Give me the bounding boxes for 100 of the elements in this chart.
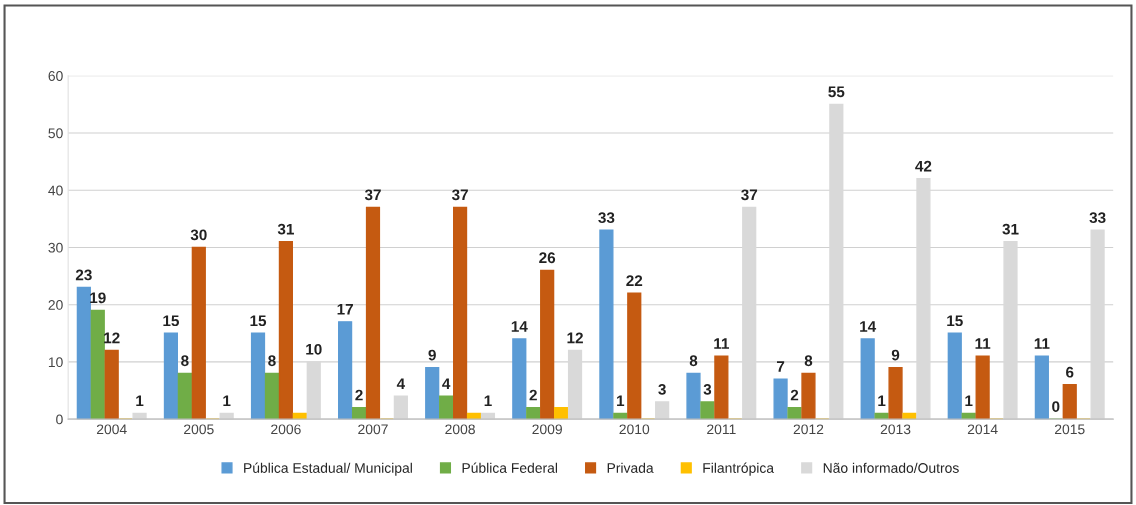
bar [540, 269, 555, 420]
data-label: 1 [223, 395, 231, 407]
y-tick-label: 0 [56, 414, 63, 425]
bar [393, 395, 408, 420]
bar [338, 321, 353, 420]
data-label: 17 [337, 304, 353, 315]
bar [191, 246, 206, 420]
data-label: 3 [703, 383, 712, 395]
data-label: 8 [804, 355, 813, 367]
bar [787, 407, 802, 420]
data-label: 9 [428, 349, 436, 361]
bar [700, 401, 715, 420]
data-label: 4 [442, 378, 451, 389]
bar [801, 372, 816, 420]
bar [975, 355, 990, 420]
legend-label: Pública Estadual/ Municipal [244, 462, 412, 476]
data-label: 15 [947, 315, 963, 327]
data-label: 9 [891, 349, 900, 361]
x-tick-label: 2005 [184, 424, 214, 435]
bar [76, 286, 91, 420]
bar [250, 332, 266, 420]
data-label: 33 [598, 212, 615, 224]
y-tick-label: 40 [48, 185, 63, 196]
bar [439, 395, 454, 420]
data-label: 15 [163, 315, 179, 327]
data-label: 8 [181, 355, 189, 367]
data-label: 31 [1002, 223, 1019, 235]
data-label: 30 [190, 229, 207, 241]
bar [425, 366, 440, 420]
legend-label: Filantrópica [703, 462, 775, 476]
data-label: 1 [878, 395, 886, 407]
data-label: 42 [915, 160, 932, 172]
data-label: 11 [714, 338, 730, 349]
data-label: 22 [626, 275, 643, 286]
x-tick-label: 2004 [96, 424, 127, 435]
data-label: 3 [658, 383, 666, 395]
bar [1062, 384, 1077, 420]
bar [627, 292, 642, 420]
data-label: 1 [484, 395, 492, 407]
y-tick-label: 50 [48, 128, 63, 139]
legend-label: Pública Federal [462, 462, 558, 473]
data-label: 4 [396, 378, 406, 389]
data-label: 55 [828, 86, 845, 98]
bar [860, 338, 875, 420]
data-label: 2 [355, 389, 363, 401]
bar [278, 241, 293, 420]
data-label: 1 [965, 395, 973, 407]
bar [104, 349, 119, 420]
y-tick-label: 60 [48, 71, 63, 81]
data-label: 1 [617, 395, 625, 407]
bar [655, 401, 670, 420]
y-tick-label: 10 [48, 357, 63, 368]
data-label: 11 [1034, 338, 1050, 349]
data-label: 33 [1089, 212, 1106, 224]
data-label: 15 [250, 315, 267, 327]
x-tick-label: 2006 [271, 424, 301, 435]
bar [1034, 355, 1049, 420]
bar [773, 378, 788, 420]
data-label: 10 [306, 343, 322, 355]
bar [90, 309, 105, 420]
bar [686, 372, 701, 420]
bar [365, 206, 381, 420]
legend-label: Privada [607, 462, 654, 473]
data-label: 37 [364, 189, 381, 201]
data-label: 14 [860, 321, 877, 332]
bar [599, 229, 614, 420]
x-tick-label: 2009 [532, 424, 562, 435]
x-tick-label: 2008 [445, 424, 475, 435]
x-tick-label: 2014 [967, 424, 998, 435]
data-label: 7 [776, 361, 785, 372]
legend-label: Não informado/Outros [823, 462, 959, 473]
data-label: 11 [975, 338, 991, 349]
data-label: 8 [268, 355, 276, 367]
bar [177, 372, 192, 420]
bar [526, 407, 541, 420]
data-label: 12 [567, 332, 583, 344]
x-tick-label: 2010 [619, 424, 650, 435]
data-label: 23 [75, 269, 92, 281]
x-tick-label: 2013 [880, 424, 911, 435]
bar [554, 407, 569, 420]
data-label: 37 [451, 189, 468, 201]
x-tick-label: 2007 [358, 424, 388, 435]
x-tick-label: 2011 [707, 424, 736, 435]
data-label: 6 [1066, 366, 1074, 378]
data-label: 37 [741, 189, 758, 201]
bar [947, 332, 962, 420]
bar [264, 372, 280, 420]
data-label: 2 [790, 389, 799, 401]
bar [351, 407, 367, 420]
data-label: 8 [689, 355, 698, 367]
data-label: 1 [136, 395, 144, 407]
data-label: 0 [1052, 401, 1060, 412]
data-label: 14 [511, 321, 528, 332]
bar [512, 338, 527, 420]
data-label: 2 [529, 389, 537, 401]
x-tick-label: 2015 [1054, 424, 1085, 435]
bar [714, 355, 729, 420]
bar [888, 366, 903, 420]
bar [452, 206, 468, 420]
y-tick-label: 30 [48, 242, 63, 253]
